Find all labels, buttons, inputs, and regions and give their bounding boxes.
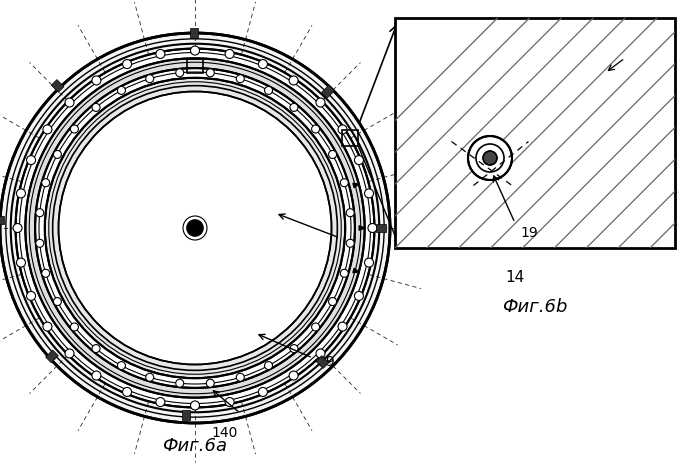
Circle shape	[43, 322, 52, 331]
Circle shape	[35, 68, 355, 388]
Circle shape	[0, 33, 390, 423]
Circle shape	[71, 125, 78, 133]
Circle shape	[316, 98, 325, 107]
Text: 140: 140	[212, 426, 238, 440]
Circle shape	[118, 361, 125, 369]
Text: 19: 19	[317, 355, 335, 369]
Circle shape	[290, 345, 298, 352]
Circle shape	[36, 239, 44, 247]
Circle shape	[346, 209, 354, 217]
Circle shape	[190, 46, 199, 55]
Bar	[322, 85, 335, 98]
Circle shape	[312, 323, 320, 331]
Circle shape	[53, 298, 62, 306]
Circle shape	[237, 75, 244, 83]
Text: 14: 14	[505, 270, 524, 285]
Circle shape	[468, 136, 512, 180]
Polygon shape	[353, 268, 359, 273]
Circle shape	[42, 179, 50, 187]
Circle shape	[340, 179, 349, 187]
Polygon shape	[353, 183, 359, 188]
Circle shape	[118, 87, 125, 95]
Circle shape	[156, 397, 165, 406]
Circle shape	[338, 125, 347, 134]
Circle shape	[225, 50, 234, 59]
Polygon shape	[359, 226, 365, 230]
Circle shape	[45, 78, 345, 378]
Circle shape	[225, 397, 234, 406]
Circle shape	[206, 69, 214, 77]
Circle shape	[206, 379, 214, 387]
Circle shape	[312, 125, 320, 133]
Circle shape	[338, 322, 347, 331]
Circle shape	[265, 361, 272, 369]
Circle shape	[190, 401, 199, 410]
Circle shape	[13, 224, 22, 233]
Circle shape	[92, 76, 101, 85]
Circle shape	[289, 371, 298, 380]
Circle shape	[17, 189, 25, 198]
Circle shape	[328, 298, 337, 306]
Circle shape	[483, 151, 497, 165]
Circle shape	[265, 87, 272, 95]
Circle shape	[92, 345, 100, 352]
Circle shape	[59, 91, 332, 365]
Circle shape	[42, 269, 50, 277]
Bar	[376, 224, 386, 232]
Circle shape	[258, 387, 267, 396]
Text: 1: 1	[345, 233, 354, 247]
Circle shape	[43, 125, 52, 134]
Circle shape	[53, 150, 62, 158]
Circle shape	[258, 60, 267, 69]
Text: Фиг.6b: Фиг.6b	[503, 298, 568, 316]
Bar	[51, 79, 64, 92]
Circle shape	[176, 379, 183, 387]
Circle shape	[92, 371, 101, 380]
Circle shape	[15, 49, 374, 407]
Circle shape	[71, 323, 78, 331]
Circle shape	[92, 104, 100, 112]
Circle shape	[328, 150, 337, 158]
Circle shape	[316, 349, 325, 358]
Text: 19: 19	[520, 226, 538, 240]
Circle shape	[146, 373, 154, 381]
Circle shape	[368, 224, 377, 233]
Circle shape	[65, 98, 74, 107]
Circle shape	[237, 373, 244, 381]
Circle shape	[156, 50, 165, 59]
Circle shape	[122, 60, 132, 69]
Circle shape	[36, 209, 44, 217]
Bar	[342, 130, 358, 146]
Circle shape	[176, 69, 183, 77]
Circle shape	[290, 104, 298, 112]
Bar	[182, 410, 190, 420]
Circle shape	[17, 258, 25, 267]
Bar	[46, 350, 58, 363]
Bar	[190, 28, 198, 38]
Circle shape	[365, 258, 374, 267]
Circle shape	[65, 349, 74, 358]
Circle shape	[340, 269, 349, 277]
Bar	[395, 18, 675, 248]
Circle shape	[146, 75, 154, 83]
Text: Фиг.6a: Фиг.6a	[162, 437, 228, 455]
Circle shape	[365, 189, 374, 198]
Circle shape	[27, 156, 36, 165]
Bar	[316, 356, 329, 368]
Circle shape	[27, 291, 36, 300]
Circle shape	[346, 239, 354, 247]
Circle shape	[289, 76, 298, 85]
Circle shape	[187, 220, 203, 236]
Circle shape	[122, 387, 132, 396]
Bar	[0, 216, 4, 224]
Circle shape	[25, 58, 365, 398]
Circle shape	[354, 291, 363, 300]
Circle shape	[354, 156, 363, 165]
